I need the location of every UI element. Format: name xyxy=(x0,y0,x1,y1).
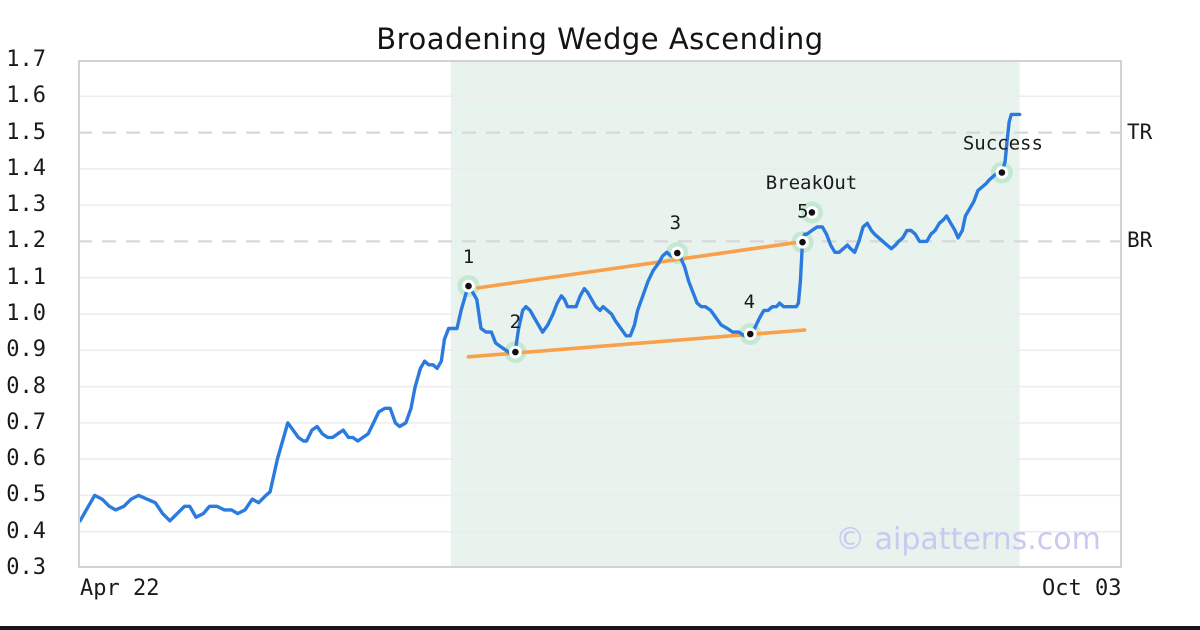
y-axis-tick: 1.2 xyxy=(6,228,46,254)
bottom-accent-bar xyxy=(0,626,1200,630)
watermark: © aipatterns.com xyxy=(835,522,1101,557)
y-axis-tick: 1.7 xyxy=(6,47,46,72)
marker-label-4: 4 xyxy=(744,291,755,313)
chart-title: Broadening Wedge Ascending xyxy=(376,22,824,56)
marker-label-success: Success xyxy=(963,133,1043,155)
plot-border xyxy=(78,60,1122,568)
marker-label-5: 5 xyxy=(797,200,808,222)
marker-label-breakout: BreakOut xyxy=(766,172,858,194)
y-axis-tick: 1.0 xyxy=(6,301,46,326)
price-chart-svg: 1 2 3 4 5 BreakOut Success xyxy=(78,60,1122,568)
marker-label-3: 3 xyxy=(670,212,681,234)
y-axis-tick: 0.7 xyxy=(6,409,46,435)
y-axis-tick: 1.4 xyxy=(6,155,46,181)
y-axis-tick: 0.4 xyxy=(6,518,46,544)
y-axis-tick: 0.5 xyxy=(6,482,46,508)
marker-dot xyxy=(998,169,1006,176)
trendline-upper-resistance xyxy=(476,240,801,290)
marker-dot xyxy=(799,238,806,246)
marker-label-2: 2 xyxy=(510,311,521,333)
y-axis-tick: 1.6 xyxy=(6,83,46,109)
y-axis-tick: 0.3 xyxy=(6,555,46,580)
marker-dot xyxy=(512,348,519,356)
marker-dot xyxy=(808,209,816,216)
y-axis-tick: 1.3 xyxy=(6,192,46,218)
marker-dot xyxy=(747,330,754,338)
level-label-tr: TR xyxy=(1127,119,1153,144)
marker-label-1: 1 xyxy=(463,246,474,268)
y-axis-tick: 0.6 xyxy=(6,446,46,472)
level-label-br: BR xyxy=(1127,228,1153,253)
y-axis-tick: 0.8 xyxy=(6,373,46,399)
x-tick-start: Apr 22 xyxy=(80,576,160,601)
price-line xyxy=(78,112,1022,523)
y-axis-tick: 1.5 xyxy=(6,119,46,145)
x-tick-end: Oct 03 xyxy=(1042,576,1122,601)
y-axis-tick: 1.1 xyxy=(6,264,46,290)
marker-dot xyxy=(465,282,472,290)
marker-dot xyxy=(674,249,681,257)
y-axis-tick: 0.9 xyxy=(6,337,46,363)
